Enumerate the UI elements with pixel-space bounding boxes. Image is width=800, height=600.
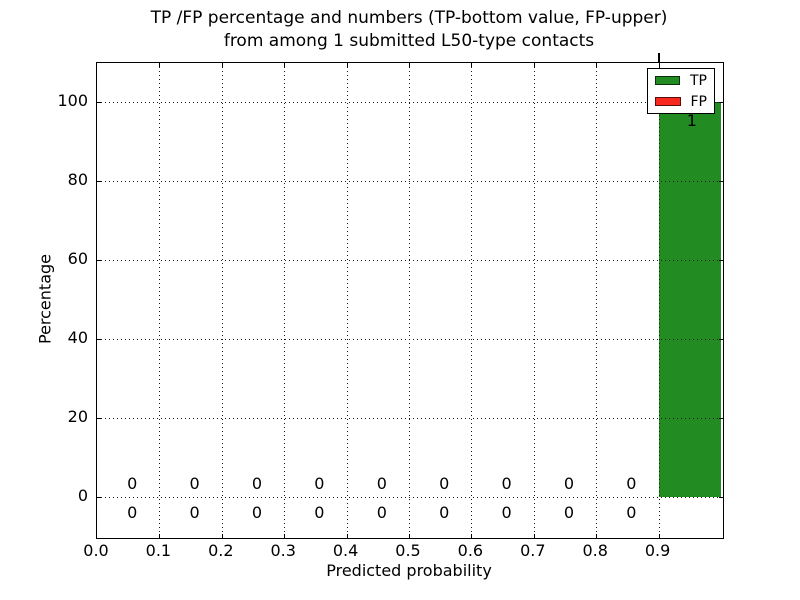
xtick-bottom-0.1 — [159, 534, 161, 538]
tp-count-label: 0 — [501, 502, 512, 522]
fp-count-label: 0 — [127, 473, 138, 493]
legend-label-tp: TP — [690, 72, 707, 89]
gridline-x0.3 — [284, 63, 286, 536]
xtick-bottom-0.2 — [221, 534, 223, 538]
x-tick-label-0.7: 0.7 — [520, 541, 546, 560]
x-tick-label-0.4: 0.4 — [332, 541, 359, 560]
legend-row-tp: TP — [655, 74, 707, 88]
tp-count-label: 0 — [376, 502, 387, 522]
ytick-left-0 — [97, 496, 101, 498]
legend-swatch-tp — [655, 76, 680, 85]
y-tick-label-40: 40 — [67, 327, 88, 347]
fp-count-label: 0 — [501, 473, 512, 493]
gridline-x0.4 — [346, 63, 348, 536]
top-tick-mark — [658, 53, 660, 63]
ytick-left-40 — [97, 338, 101, 340]
gridline-x0.9 — [658, 63, 660, 536]
xtick-bottom-0.4 — [346, 534, 348, 538]
ytick-right-0 — [719, 496, 723, 498]
ytick-left-20 — [97, 417, 101, 419]
legend-label-fp: FP — [690, 93, 708, 110]
xtick-top-0.8 — [596, 63, 598, 67]
tp-count-label: 0 — [251, 502, 263, 522]
y-tick-label-0: 0 — [77, 485, 88, 505]
fp-count-label: 0 — [376, 473, 387, 493]
gridline-x0.6 — [471, 63, 473, 536]
xtick-bottom-0.8 — [596, 534, 598, 538]
chart-title-line2: from among 1 submitted L50-type contacts — [223, 31, 595, 51]
fp-count-label: 0 — [439, 473, 450, 493]
plot-area: TP FP 0 0 0 0 0 0 0 0 0 0 0 0 0 0 0 0 0 0 1 — [96, 53, 724, 539]
tp-count-label: 0 — [189, 502, 200, 522]
gridline-x0.1 — [159, 63, 161, 536]
x-tick-label-0.1: 0.1 — [145, 541, 172, 560]
tp-count-label: 0 — [127, 502, 138, 522]
gridline-x0.5 — [409, 63, 410, 536]
ytick-right-40 — [719, 338, 723, 340]
x-tick-label-0.0: 0.0 — [83, 541, 109, 560]
gridline-x0.2 — [221, 63, 223, 536]
fp-count-label: 0 — [189, 473, 200, 493]
x-tick-label-0.5: 0.5 — [395, 541, 421, 560]
ytick-right-60 — [719, 260, 723, 262]
xtick-bottom-0.3 — [284, 534, 286, 538]
y-tick-label-80: 80 — [67, 170, 88, 190]
x-tick-label-0.8: 0.8 — [582, 541, 608, 560]
xtick-top-0.7 — [533, 63, 535, 67]
legend-row-fp: FP — [655, 95, 707, 109]
xtick-top-0.6 — [471, 63, 473, 67]
fp-count-label: 0 — [251, 473, 263, 493]
tp-count-label: 0 — [439, 502, 450, 522]
ytick-right-100 — [719, 102, 723, 104]
x-tick-label-0.6: 0.6 — [457, 541, 484, 560]
fp-count-label: 0 — [563, 473, 575, 493]
xtick-bottom-0.6 — [471, 534, 473, 538]
x-tick-label-0.3: 0.3 — [270, 541, 296, 560]
y-tick-label-100: 100 — [57, 91, 88, 111]
legend-swatch-fp — [655, 97, 681, 106]
ytick-left-60 — [97, 260, 101, 262]
ytick-right-80 — [719, 181, 723, 183]
xtick-top-0.5 — [409, 63, 410, 67]
gridline-x0.8 — [596, 63, 598, 536]
ytick-right-20 — [719, 417, 723, 419]
xtick-top-0.3 — [284, 63, 286, 67]
xtick-bottom-0.5 — [409, 534, 410, 538]
gridline-x0.7 — [533, 63, 535, 536]
ytick-left-80 — [97, 181, 101, 183]
tp-count-label: 0 — [563, 502, 575, 522]
y-tick-label-20: 20 — [67, 406, 88, 426]
tp-bar-count-label: 1 — [686, 111, 697, 131]
xtick-bottom-0.9 — [658, 534, 660, 538]
fp-count-label: 0 — [626, 473, 637, 493]
ytick-left-100 — [97, 102, 101, 104]
xtick-bottom-0.7 — [533, 534, 535, 538]
tp-count-label: 0 — [314, 502, 325, 522]
x-axis-label: Predicted probability — [326, 561, 492, 580]
chart-title-line1: TP /FP percentage and numbers (TP-bottom… — [150, 8, 668, 28]
xtick-top-0.4 — [346, 63, 348, 67]
chart-title: TP /FP percentage and numbers (TP-bottom… — [96, 7, 722, 53]
xtick-top-0.2 — [221, 63, 223, 67]
x-tick-label-0.2: 0.2 — [208, 541, 234, 560]
legend: TP FP — [647, 68, 715, 114]
y-tick-label-60: 60 — [67, 249, 88, 269]
x-tick-label-0.9: 0.9 — [644, 541, 671, 560]
xtick-top-0.1 — [159, 63, 161, 67]
bar-tp-bin9 — [658, 102, 721, 497]
fp-count-label: 0 — [314, 473, 325, 493]
xtick-top-0.9 — [658, 63, 660, 67]
tp-count-label: 0 — [626, 502, 637, 522]
